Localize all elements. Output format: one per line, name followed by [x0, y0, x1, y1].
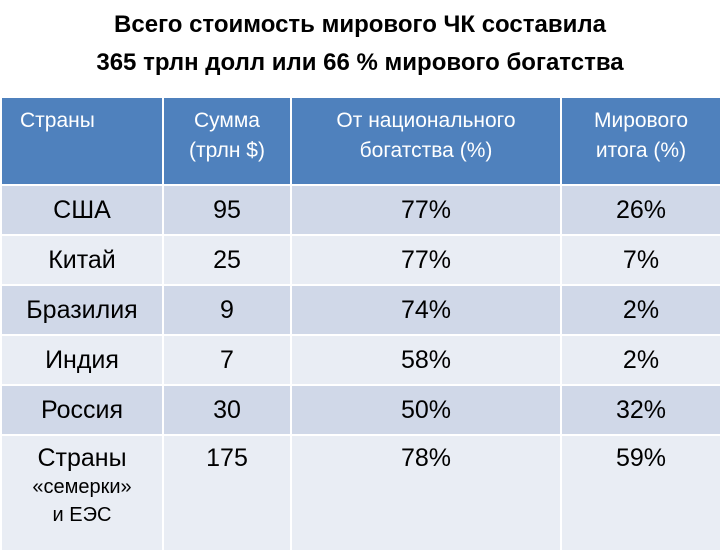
cell-world: 2%: [560, 284, 720, 335]
human-capital-table: Страны Сумма (трлн $) От национального б…: [0, 98, 720, 550]
cell-sum: 25: [162, 234, 292, 285]
title-line-2: 365 трлн долл или 66 % мирового богатств…: [96, 49, 624, 76]
cell-sum: 9: [162, 284, 292, 335]
cell-world: 59%: [560, 434, 720, 550]
cell-national: 77%: [290, 234, 562, 285]
cell-country: Страны «семерки» и ЕЭС: [0, 434, 164, 550]
cell-world: 26%: [560, 184, 720, 235]
cell-national: 58%: [290, 334, 562, 385]
title-line-1: Всего стоимость мирового ЧК составила: [114, 11, 606, 38]
table-row: Индия 7 58% 2%: [0, 334, 720, 385]
cell-national: 74%: [290, 284, 562, 335]
table-row: США 95 77% 26%: [0, 184, 720, 235]
cell-country: Бразилия: [0, 284, 164, 335]
cell-national: 50%: [290, 384, 562, 435]
slide-title: Всего стоимость мирового ЧК составила 36…: [0, 6, 720, 82]
cell-country: Россия: [0, 384, 164, 435]
cell-sum: 30: [162, 384, 292, 435]
cell-national: 78%: [290, 434, 562, 550]
cell-sum: 7: [162, 334, 292, 385]
cell-sum: 175: [162, 434, 292, 550]
table-row: Бразилия 9 74% 2%: [0, 284, 720, 335]
header-sum: Сумма (трлн $): [162, 98, 292, 185]
table-row: Китай 25 77% 7%: [0, 234, 720, 285]
cell-national: 77%: [290, 184, 562, 235]
table-row: Страны «семерки» и ЕЭС 175 78% 59%: [0, 434, 720, 550]
cell-sum: 95: [162, 184, 292, 235]
cell-world: 32%: [560, 384, 720, 435]
table-row: Россия 30 50% 32%: [0, 384, 720, 435]
cell-world: 2%: [560, 334, 720, 385]
header-country: Страны: [0, 98, 164, 185]
cell-country: Индия: [0, 334, 164, 385]
header-national-share: От национального богатства (%): [290, 98, 562, 185]
cell-world: 7%: [560, 234, 720, 285]
table-header-row: Страны Сумма (трлн $) От национального б…: [0, 98, 720, 185]
cell-country: США: [0, 184, 164, 235]
cell-country: Китай: [0, 234, 164, 285]
header-world-share: Мирового итога (%): [560, 98, 720, 185]
